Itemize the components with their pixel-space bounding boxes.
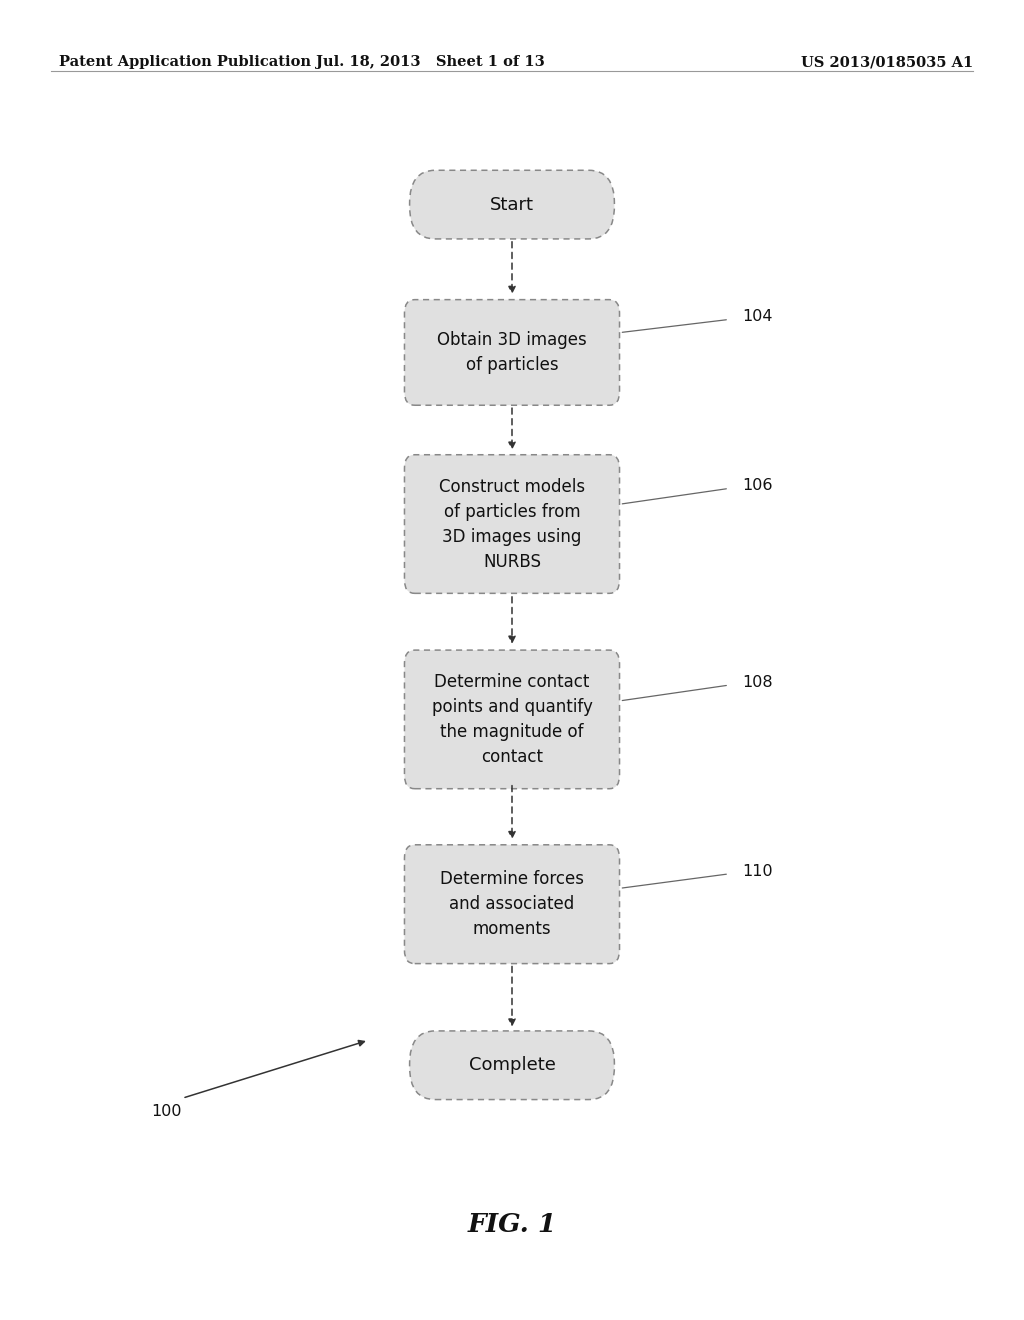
Text: Determine forces
and associated
moments: Determine forces and associated moments	[440, 870, 584, 939]
FancyBboxPatch shape	[404, 300, 620, 405]
Text: Patent Application Publication: Patent Application Publication	[59, 55, 311, 70]
Text: 108: 108	[742, 675, 773, 690]
Text: 110: 110	[742, 863, 773, 879]
Text: US 2013/0185035 A1: US 2013/0185035 A1	[801, 55, 973, 70]
Text: 106: 106	[742, 478, 773, 494]
FancyBboxPatch shape	[404, 454, 620, 594]
FancyBboxPatch shape	[404, 845, 620, 964]
Text: 104: 104	[742, 309, 773, 325]
FancyBboxPatch shape	[410, 170, 614, 239]
FancyBboxPatch shape	[404, 649, 620, 788]
FancyBboxPatch shape	[410, 1031, 614, 1100]
Text: Determine contact
points and quantify
the magnitude of
contact: Determine contact points and quantify th…	[431, 673, 593, 766]
Text: Obtain 3D images
of particles: Obtain 3D images of particles	[437, 331, 587, 374]
Text: Jul. 18, 2013   Sheet 1 of 13: Jul. 18, 2013 Sheet 1 of 13	[315, 55, 545, 70]
Text: FIG. 1: FIG. 1	[467, 1213, 557, 1237]
Text: Complete: Complete	[469, 1056, 555, 1074]
Text: Start: Start	[490, 195, 534, 214]
Text: Construct models
of particles from
3D images using
NURBS: Construct models of particles from 3D im…	[439, 478, 585, 570]
Text: 100: 100	[152, 1104, 182, 1119]
